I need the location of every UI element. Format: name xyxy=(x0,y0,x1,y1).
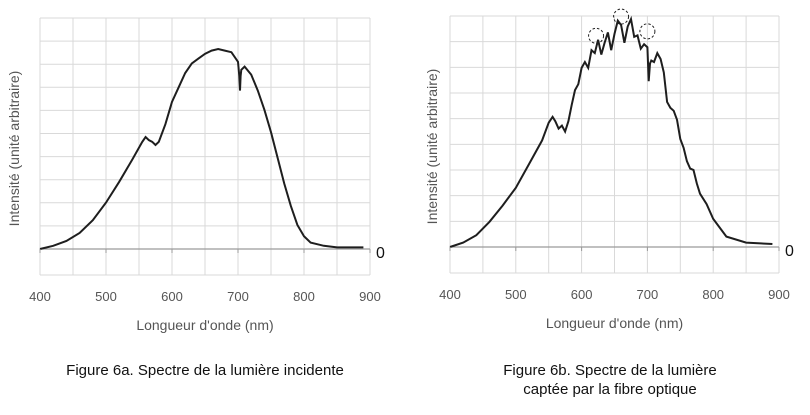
x-tick-label: 900 xyxy=(768,287,790,302)
x-tick-label: 800 xyxy=(293,289,315,304)
x-tick-label: 600 xyxy=(571,287,593,302)
peak-circle xyxy=(588,27,605,44)
x-tick-label: 800 xyxy=(702,287,724,302)
x-tick-label: 600 xyxy=(161,289,183,304)
spectrum-line-6b xyxy=(449,15,773,248)
caption-line-1-6b: Figure 6b. Spectre de la lumière xyxy=(503,362,717,379)
y-axis-label-6a: Intensité (unité arbitraire) xyxy=(6,71,22,227)
chart-6b: 400 500 600 700 800 900 0 Intensité (unité ar… xyxy=(424,8,794,331)
x-tick-label: 500 xyxy=(505,287,527,302)
grid-lines-6b xyxy=(449,15,780,274)
figure-caption-6b: Figure 6b. Spectre de la lumière captée … xyxy=(410,361,810,399)
x-axis-label-6b: Longueur d'onde (nm) xyxy=(546,315,683,331)
x-tick-label: 700 xyxy=(227,289,249,304)
y-zero-label-6a: 0 xyxy=(376,245,385,262)
x-tick-label: 500 xyxy=(95,289,117,304)
x-tick-label: 700 xyxy=(637,287,659,302)
x-tick-label: 400 xyxy=(439,287,461,302)
peak-circle xyxy=(613,8,630,25)
peak-annotations-6b xyxy=(588,8,656,44)
caption-line-2-6b: captée par la fibre optique xyxy=(523,381,697,398)
chart-6a: 400 500 600 700 800 900 0 Intensité (unité ar… xyxy=(6,17,385,333)
peak-circle xyxy=(639,23,656,40)
x-tick-labels-6b: 400 500 600 700 800 900 xyxy=(439,247,790,302)
x-tick-labels-6a: 400 500 600 700 800 900 xyxy=(29,249,381,304)
y-axis-label-6b: Intensité (unité arbitraire) xyxy=(424,69,440,225)
figure-caption-6a: Figure 6a. Spectre de la lumière inciden… xyxy=(0,361,410,380)
caption-text-6a: Figure 6a. Spectre de la lumière inciden… xyxy=(66,362,344,379)
x-tick-label: 400 xyxy=(29,289,51,304)
x-tick-label: 900 xyxy=(359,289,381,304)
spectrum-line-6a xyxy=(39,47,364,250)
x-axis-label-6a: Longueur d'onde (nm) xyxy=(136,317,273,333)
grid-lines-6a xyxy=(39,17,371,276)
y-zero-label-6b: 0 xyxy=(785,243,794,260)
